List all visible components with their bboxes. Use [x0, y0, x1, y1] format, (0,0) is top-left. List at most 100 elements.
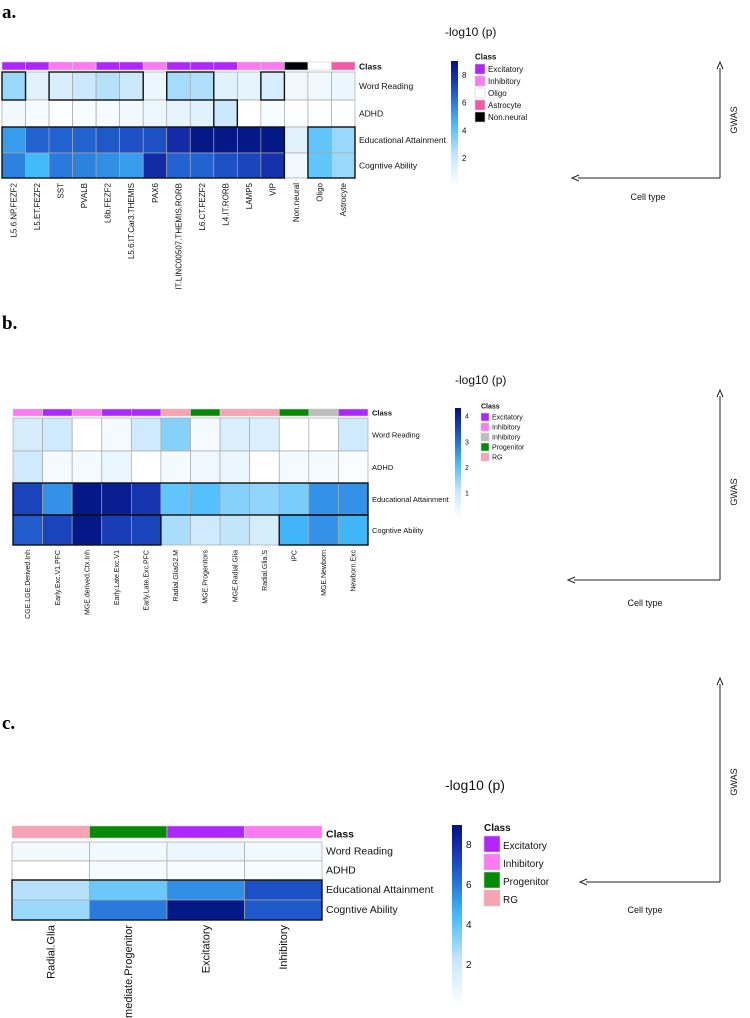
- column-label: L5.ET.FEZF2: [33, 182, 42, 230]
- heatmap-cell: [119, 126, 144, 154]
- heatmap-cell: [166, 99, 191, 128]
- legend-label: Non.neural: [488, 113, 527, 122]
- panel-a-label: a.: [2, 2, 17, 23]
- legend-swatch: [480, 442, 490, 452]
- heatmap-cell: [244, 841, 323, 862]
- gwas-axis-label: GWAS: [729, 478, 739, 505]
- column-label: L5.6.NP.FEZF2: [10, 182, 19, 237]
- row-label: Cogntive Ability: [326, 904, 399, 916]
- legend-swatch: [480, 412, 490, 422]
- heatmap-cell: [308, 417, 339, 452]
- column-label: Inhibitory: [278, 925, 290, 970]
- heatmap-cell: [166, 899, 245, 921]
- heatmap-cell: [89, 860, 168, 881]
- heatmap-cell: [160, 514, 191, 546]
- legend-label: Inhibitory: [492, 424, 521, 431]
- class-annotation-cell: [160, 408, 191, 417]
- class-annotation-cell: [1, 61, 26, 71]
- heatmap-cell: [249, 482, 280, 516]
- class-annotation-cell: [166, 61, 191, 71]
- heatmap-cell: [12, 514, 43, 546]
- heatmap-cell: [89, 841, 168, 862]
- row-label: ADHD: [372, 463, 394, 472]
- heatmap-cell: [331, 152, 356, 179]
- celltype-axis-label: Cell type: [627, 598, 662, 608]
- column-label: Excitatory: [201, 925, 213, 974]
- heatmap-cell: [12, 450, 43, 484]
- heatmap-cell: [260, 71, 285, 101]
- class-annotation-cell: [95, 61, 120, 71]
- colorbar: [455, 408, 461, 518]
- colorbar-title: -log10 (p): [445, 25, 496, 39]
- heatmap-cell: [11, 860, 90, 881]
- row-label: ADHD: [359, 109, 383, 119]
- heatmap-cell: [12, 417, 43, 452]
- heatmap-cell: [42, 450, 73, 484]
- heatmap-cell: [331, 71, 356, 101]
- significance-box: [48, 71, 144, 101]
- legend-label: RG: [503, 895, 518, 906]
- class-annotation-cell: [119, 61, 144, 71]
- panel-c-label: c.: [2, 713, 16, 734]
- heatmap-cell: [71, 514, 103, 546]
- heatmap-cell: [236, 152, 262, 179]
- class-annotation-cell: [190, 408, 221, 417]
- heatmap-cell: [1, 152, 26, 179]
- legend-label: Progenitor: [503, 877, 550, 888]
- heatmap-cell: [1, 126, 26, 154]
- class-annotation-cell: [12, 408, 43, 417]
- heatmap-cell: [160, 450, 191, 484]
- class-annotation-cell: [11, 825, 90, 839]
- heatmap-cell: [219, 514, 251, 546]
- heatmap-cell: [48, 71, 73, 101]
- heatmap-cell: [72, 71, 97, 101]
- column-label: MGE.Newborn: [321, 550, 328, 596]
- heatmap-cell: [89, 879, 168, 901]
- heatmap-cell: [338, 450, 369, 484]
- legend-swatch: [474, 87, 486, 99]
- significance-box: [12, 482, 369, 516]
- heatmap-cell: [48, 152, 73, 179]
- column-label: MGE.derived.Ctx.Inh: [84, 550, 91, 615]
- legend-title: Class: [484, 823, 511, 834]
- heatmap-cell: [260, 152, 285, 179]
- heatmap-cell: [219, 417, 251, 452]
- class-annotation-cell: [338, 408, 369, 417]
- class-row-label: Class: [326, 829, 354, 841]
- heatmap-cell: [48, 99, 73, 128]
- colorbar-tick-label: 3: [465, 439, 469, 446]
- heatmap-cell: [308, 514, 339, 546]
- heatmap-cell: [219, 482, 251, 516]
- column-label: Newborn.Exc: [351, 550, 358, 592]
- heatmap-cell: [260, 99, 285, 128]
- legend-swatch: [483, 853, 501, 871]
- celltype-axis-label: Cell type: [630, 192, 665, 202]
- celltype-axis-label: Cell type: [627, 905, 662, 915]
- heatmap-cell: [189, 71, 215, 101]
- heatmap-cell: [190, 450, 221, 484]
- heatmap-cell: [42, 514, 73, 546]
- heatmap-cell: [307, 99, 332, 128]
- column-label: LAMP5: [245, 182, 254, 209]
- heatmap-cell: [160, 482, 191, 516]
- heatmap-cell: [142, 126, 168, 154]
- row-label: Word Reading: [326, 846, 393, 858]
- colorbar-tick-label: 8: [466, 840, 472, 851]
- class-annotation-cell: [307, 61, 332, 71]
- legend-label: Inhibitory: [492, 434, 521, 441]
- heatmap-cell: [101, 417, 132, 452]
- gwas-axis-label: GWAS: [729, 768, 739, 795]
- class-annotation-cell: [213, 61, 238, 71]
- significance-box: [1, 126, 286, 179]
- column-label: PAX6: [151, 182, 160, 202]
- heatmap-cell: [278, 482, 310, 516]
- column-label: IT.LINC00507.THEMIS.RORB: [174, 183, 183, 290]
- heatmap-cell: [11, 841, 90, 862]
- class-annotation-cell: [25, 61, 50, 71]
- colorbar-tick-label: 6: [462, 99, 467, 108]
- column-label: Intermediate.Progenitor: [123, 925, 135, 1018]
- class-annotation-cell: [101, 408, 132, 417]
- heatmap-cell: [130, 450, 162, 484]
- column-label: Early.Exc.V1.PFC: [55, 550, 62, 606]
